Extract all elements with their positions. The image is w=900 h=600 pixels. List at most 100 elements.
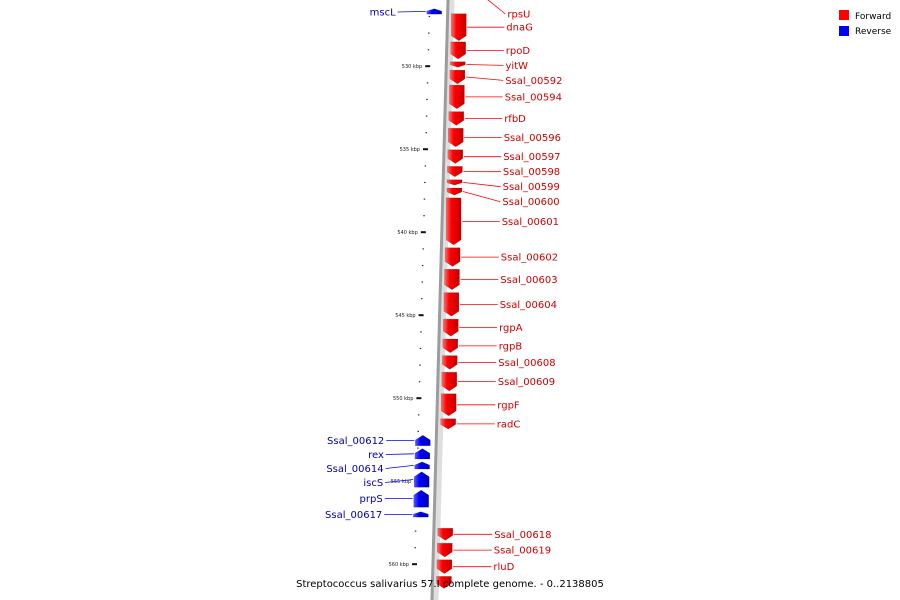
legend-forward-label: Forward [855,12,891,22]
minor-tick [417,414,420,416]
gene-label-ssal_00617: Ssal_00617 [325,510,382,521]
gene-prps-arrow [413,489,429,508]
minor-tick [420,331,422,333]
gene-label-rex: rex [368,450,384,461]
gene-unlabeled-arrow [436,576,452,589]
gene-label-ssal_00594: Ssal_00594 [505,92,562,103]
gene-label-rfbd: rfbD [504,114,526,125]
gene-label-ssal_00614: Ssal_00614 [326,464,383,475]
legend-reverse-swatch [839,26,849,36]
gene-mscl-arrow [426,8,442,15]
gene-label-rlud: rluD [493,562,514,573]
gene-label-ssal_00609: Ssal_00609 [498,377,555,388]
gene-dnag-arrow [451,13,467,42]
gene-ssal_00596-arrow [448,127,464,148]
gene-label-mscl: mscL [370,8,396,19]
gene-ssal_00614-arrow [414,461,430,470]
minor-tick [414,547,416,549]
gene-ssal_00598-arrow [447,166,463,178]
tick-label: 550 kbp [393,396,413,402]
gene-radc-arrow [440,418,456,430]
minor-tick [424,181,426,184]
minor-tick [414,530,417,532]
tick-mark [416,397,422,400]
minor-tick [427,49,430,51]
minor-tick [424,165,427,167]
gene-label-ssal_00602: Ssal_00602 [501,253,558,264]
minor-tick [421,298,423,300]
minor-tick [419,364,421,366]
gene-rgpb-arrow [442,338,459,354]
legend: Forward Reverse [839,10,892,37]
gene-ssal_00608-arrow [442,355,458,370]
gene-label-rgpf: rgpF [497,400,520,411]
gene-label-ssal_00601: Ssal_00601 [502,217,559,228]
tick-mark [420,231,426,234]
backbone-shadow [431,0,455,600]
minor-tick [428,32,430,34]
gene-label-ssal_00598: Ssal_00598 [503,167,560,178]
minor-tick [421,281,423,283]
gene-rfbd-arrow [448,111,465,126]
gene-label-ssal_00600: Ssal_00600 [502,197,559,208]
gene-ssal_00603-arrow [444,269,460,291]
gene-rgpf-arrow [440,393,457,417]
tick-mark [425,65,431,68]
leader-line [385,453,414,455]
minor-tick [428,15,431,18]
gene-label-rpod: rpoD [506,46,531,57]
minor-tick [417,447,419,449]
minor-tick [423,198,426,200]
genome-backbone [430,0,450,600]
gene-rgpa-arrow [443,318,459,337]
minor-tick [426,98,428,101]
minor-tick [425,132,427,134]
gene-ssal_00604-arrow [443,292,460,317]
gene-ssal_00612-arrow [415,435,431,446]
leader-line [465,76,504,81]
tick-label: 535 kbp [400,147,420,153]
gene-ssal_00594-arrow [449,84,465,110]
tick-mark [418,314,424,317]
minor-tick [426,82,429,84]
gene-ssal_00609-arrow [441,371,458,392]
gene-label-radc: radC [497,419,521,430]
minor-tick [417,430,419,433]
genome-caption: Streptococcus salivarius 57.I complete g… [296,579,604,590]
tick-label: 555 kbp [391,479,411,485]
minor-tick [419,347,422,350]
gene-label-yitw: yitW [506,61,529,72]
gene-label-ssal_00599: Ssal_00599 [503,182,560,193]
gene-ssal_00600-arrow [446,187,463,196]
gene-label-ssal_00597: Ssal_00597 [503,152,560,163]
tick-mark [423,148,428,151]
gene-rex-arrow [414,448,431,460]
gene-label-ssal_00596: Ssal_00596 [504,133,561,144]
tick-mark [412,563,417,566]
leader-line [385,479,414,483]
tick-label: 530 kbp [402,64,422,70]
gene-ssal_00617-arrow [413,511,429,518]
gene-label-ssal_00619: Ssal_00619 [494,546,551,557]
leader-line [487,0,506,15]
gene-label-ssal_00604: Ssal_00604 [500,300,557,311]
gene-ssal_00602-arrow [444,247,461,267]
leader-line [397,11,426,13]
gene-ssal_00599-arrow [446,179,463,186]
leader-line [466,64,504,66]
gene-rpod-arrow [450,41,466,60]
gene-label-dnag: dnaG [506,23,533,34]
gene-ssal_00618-arrow [437,528,454,541]
gene-label-prps: prpS [360,494,383,505]
gene-yitw-arrow [450,61,466,68]
gene-label-iscs: iscS [363,478,383,489]
gene-rlud-arrow [436,559,453,574]
axis-ticks: 530 kbp 535 kbp 540 kbp 545 kbp 550 kbp 555 k… [389,64,431,568]
gene-labels: rpsU dnaG rpoD yitW Ssal_00592 Ssal_00594 rfbD… [325,0,562,573]
tick-label: 560 kbp [389,562,409,568]
tick-label: 540 kbp [397,230,417,236]
gene-ssal_00619-arrow [437,542,453,558]
backbone-group [430,0,455,600]
minor-tick [418,381,421,383]
gene-label-ssal_00612: Ssal_00612 [327,436,384,447]
